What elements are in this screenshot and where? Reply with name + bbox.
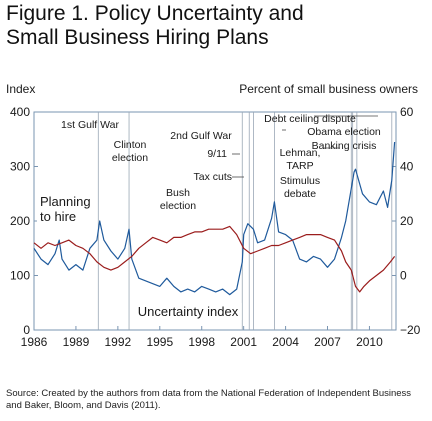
- event-annotation: Clinton: [114, 139, 147, 151]
- x-tick-label: 2004: [272, 335, 299, 349]
- x-tick-label: 2001: [230, 335, 257, 349]
- event-annotation: 9/11: [207, 148, 227, 160]
- left-tick-label: 300: [10, 160, 30, 174]
- x-tick-label: 1995: [146, 335, 173, 349]
- event-annotation: Stimulus: [280, 175, 320, 187]
- source-note: Source: Created by the authors from data…: [6, 388, 412, 411]
- figure-title-line1: Figure 1. Policy Uncertainty and: [6, 2, 304, 25]
- series-hiring-line: [33, 225, 396, 293]
- event-annotation: election: [112, 152, 148, 164]
- series-label: Planning: [40, 194, 91, 209]
- x-tick-label: 2007: [314, 335, 341, 349]
- uncertainty-label-background: [134, 303, 242, 320]
- x-tick-label: 1986: [21, 335, 48, 349]
- figure-title-line2: Small Business Hiring Plans: [6, 26, 269, 49]
- series-label: Uncertainty index: [138, 304, 239, 319]
- event-annotation: Obama election: [307, 126, 381, 138]
- x-tick-label: 1998: [188, 335, 215, 349]
- event-annotation: Banking crisis: [312, 140, 377, 152]
- x-tick-label: 2010: [356, 335, 383, 349]
- event-annotation: Tax cuts: [193, 171, 232, 183]
- right-tick-label: 60: [400, 105, 414, 119]
- series-label: to hire: [40, 209, 76, 224]
- chart-svg: 0 100 200 300 400 −20 0 20 40 60 1986 1989 1992 1995 1…: [10, 105, 421, 349]
- right-tick-label: 0: [400, 269, 407, 283]
- right-tick-label: −20: [400, 323, 421, 337]
- left-tick-label: 100: [10, 269, 30, 283]
- event-annotation: Lehman,: [280, 147, 321, 159]
- event-annotation: Bush: [166, 187, 190, 199]
- left-tick-label: 200: [10, 214, 30, 228]
- event-annotation: Debt ceiling dispute: [264, 113, 356, 125]
- left-tick-label: 0: [23, 323, 30, 337]
- series-uncertainty-line: [33, 141, 396, 296]
- event-annotation: election: [160, 200, 196, 212]
- event-annotation: 2nd Gulf War: [170, 130, 232, 142]
- right-tick-label: 40: [400, 160, 414, 174]
- left-axis-label: Index: [6, 82, 36, 96]
- event-annotation: TARP: [286, 160, 313, 172]
- x-tick-label: 1989: [63, 335, 90, 349]
- left-tick-label: 400: [10, 105, 30, 119]
- figure-title: Figure 1. Policy Uncertainty and Small B…: [6, 2, 426, 50]
- hiring-label-background: [37, 193, 94, 225]
- right-axis-label: Percent of small business owners: [239, 82, 418, 96]
- x-tick-label: 1992: [105, 335, 132, 349]
- right-tick-label: 20: [400, 214, 414, 228]
- event-annotation: 1st Gulf War: [61, 119, 119, 131]
- event-annotation: debate: [284, 188, 316, 200]
